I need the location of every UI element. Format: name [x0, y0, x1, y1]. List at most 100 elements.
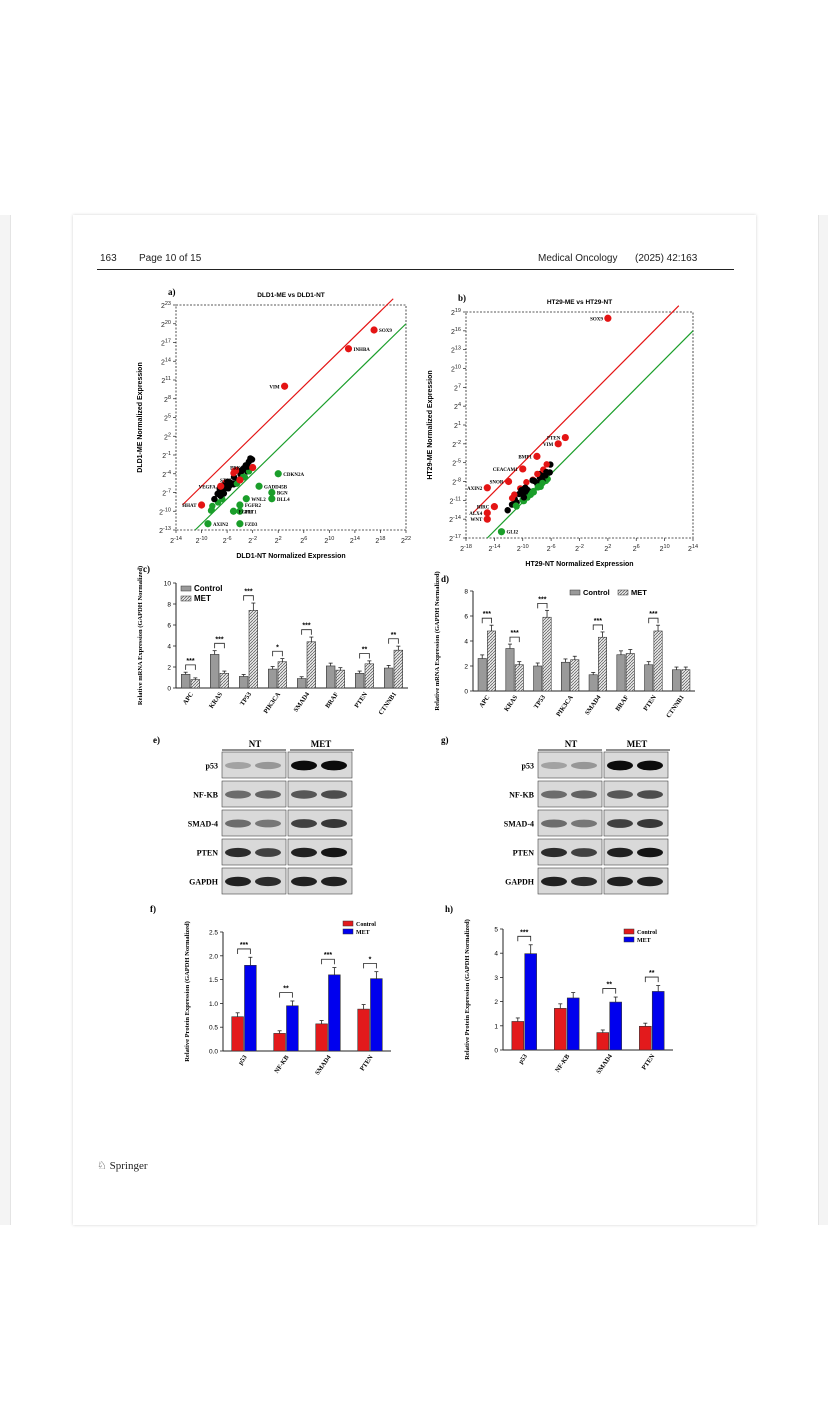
y-tick-label: 0	[464, 689, 468, 696]
bar	[566, 997, 580, 1051]
protein-band	[607, 847, 633, 858]
x-tick-label: 222	[401, 536, 411, 545]
bar	[393, 649, 403, 689]
y-tick-label: 28	[164, 395, 171, 404]
x-tick-label: PTEN	[359, 1054, 375, 1072]
protein-band	[321, 876, 347, 887]
y-tick-label: 4	[464, 639, 468, 646]
blot-row-label: p53	[206, 762, 218, 771]
data-point	[529, 477, 536, 484]
bar	[244, 965, 257, 1052]
bar	[542, 616, 552, 692]
legend-label: MET	[637, 938, 651, 944]
x-tick-label: 214	[350, 536, 360, 545]
legend-label: Control	[356, 922, 376, 928]
significance-bracket	[644, 976, 659, 983]
significance-bracket	[272, 650, 283, 657]
adjacent-page-left	[0, 215, 11, 1225]
bar	[297, 678, 307, 689]
labeled-data-point	[268, 488, 276, 497]
labeled-data-point	[561, 433, 569, 442]
protein-band	[607, 876, 633, 887]
blot-strip	[221, 751, 287, 779]
bar	[487, 630, 496, 692]
labeled-data-point	[217, 482, 225, 490]
protein-band	[637, 819, 663, 828]
labeled-data-point	[204, 520, 212, 528]
blot-row-label: GAPDH	[505, 878, 535, 887]
protein-band	[541, 876, 567, 887]
protein-band	[637, 790, 663, 799]
x-tick-label: CTNNB1	[377, 691, 398, 716]
significance-stars: **	[607, 982, 613, 989]
panel-label: d)	[441, 574, 449, 584]
y-tick-label: 216	[451, 327, 461, 336]
bar	[306, 641, 316, 689]
protein-band	[607, 760, 633, 771]
panel-label: e)	[153, 735, 160, 745]
bar	[364, 663, 374, 689]
x-tick-label: 2-2	[248, 536, 257, 545]
downregulation-threshold-line	[194, 323, 407, 531]
y-tick-label: 4	[494, 951, 498, 958]
x-tick-label: 2-10	[196, 536, 208, 545]
labeled-data-point	[236, 507, 244, 515]
protein-band	[541, 790, 567, 799]
x-tick-label: 26	[300, 536, 307, 545]
y-tick-label: 24	[454, 402, 461, 411]
point-label: FLT1	[245, 510, 257, 515]
significance-bracket	[359, 653, 370, 659]
x-tick-label: TP53	[533, 694, 548, 711]
x-tick-label: 2-10	[517, 544, 529, 553]
significance-stars: ***	[186, 658, 194, 665]
x-tick-label: PIK3CA	[555, 694, 575, 718]
y-tick-label: 210	[451, 365, 461, 374]
data-point	[543, 461, 550, 468]
x-tick-label: SMAD4	[314, 1054, 333, 1077]
blot-row-label: PTEN	[197, 849, 219, 858]
x-tick-label: p53	[517, 1053, 529, 1066]
point-label: FZD3	[245, 523, 258, 528]
data-point	[534, 470, 541, 478]
x-tick-label: SMAD4	[584, 694, 603, 717]
x-tick-label: 210	[324, 536, 334, 545]
point-label: PRKCB	[230, 467, 248, 472]
labeled-data-point	[344, 345, 353, 353]
y-tick-label: 2.5	[209, 930, 218, 937]
x-tick-label: BRAF	[324, 691, 340, 710]
significance-bracket	[185, 664, 196, 670]
y-tick-label: 2-5	[452, 459, 461, 468]
data-point	[539, 479, 546, 487]
significance-bracket	[363, 962, 377, 969]
x-tick-label: TP53	[239, 691, 254, 708]
bar	[570, 659, 580, 692]
y-tick-label: 220	[161, 320, 171, 329]
x-tick-label: 2-18	[460, 544, 472, 553]
data-point	[543, 468, 550, 476]
legend-swatch	[180, 595, 192, 602]
protein-band	[291, 760, 317, 771]
springer-horse-icon: ♘	[97, 1160, 107, 1172]
figure-canvas: a) DLD1-ME vs DLD1-NT2-14 2-10 2-6 2-2 22 26 21…	[137, 287, 698, 1077]
x-tick-label: NF-KB	[273, 1054, 291, 1075]
point-label: BIRC	[477, 506, 490, 511]
point-label: FGFR2	[245, 504, 262, 509]
data-point	[518, 487, 525, 494]
significance-bracket	[388, 638, 399, 644]
protein-band	[571, 876, 597, 887]
x-tick-label: KRAS	[208, 691, 224, 710]
y-axis-label: DLD1-ME Normalized Expression	[137, 362, 144, 472]
y-tick-label: 25	[164, 414, 171, 423]
y-tick-label: 2-7	[162, 489, 171, 498]
y-tick-label: 0	[167, 686, 171, 693]
bar	[286, 1005, 299, 1052]
y-tick-label: 0.0	[209, 1049, 218, 1056]
bar	[651, 991, 665, 1051]
y-tick-label: 4	[167, 644, 171, 651]
protein-band	[637, 760, 663, 771]
chart-title: DLD1-ME vs DLD1-NT	[257, 292, 325, 299]
protein-band	[541, 819, 567, 828]
legend-label: Control	[583, 588, 610, 597]
x-axis-label: DLD1-NT Normalized Expression	[236, 553, 345, 560]
page-number: 163	[100, 253, 117, 264]
